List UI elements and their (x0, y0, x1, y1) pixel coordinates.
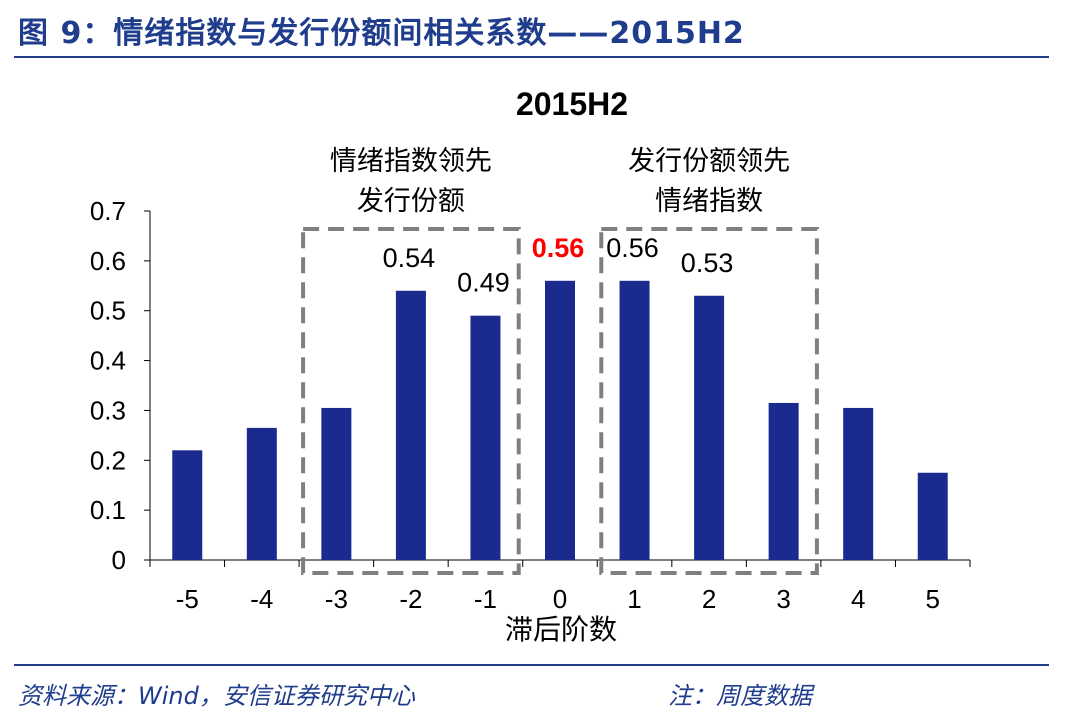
data-label: 0.56 (532, 233, 585, 263)
annotation-line: 情绪指数 (655, 186, 764, 217)
bar (694, 295, 725, 560)
data-label: 0.53 (681, 248, 734, 278)
x-tick-label: -3 (325, 584, 348, 614)
annotation-line: 情绪指数领先 (329, 146, 492, 177)
bar (470, 315, 501, 560)
data-label: 0.49 (457, 268, 510, 298)
x-tick-label: -2 (399, 584, 422, 614)
x-tick-label: -4 (250, 584, 273, 614)
annotation-box (599, 227, 819, 575)
annotation-sentiment-leads: 情绪指数领先 发行份额 (303, 142, 519, 222)
bar (545, 280, 575, 560)
x-tick-label: 3 (776, 584, 790, 614)
footer-rule (14, 664, 1049, 666)
x-tick-label: 4 (851, 584, 865, 614)
bar (172, 450, 203, 560)
x-tick-label: -5 (176, 584, 199, 614)
source-note: 资料来源：Wind，安信证券研究中心 (18, 682, 415, 710)
x-tick-label: 2 (702, 584, 716, 614)
bar (917, 472, 948, 560)
x-tick-label: 0 (553, 584, 567, 614)
y-tick-label: 0.1 (90, 495, 126, 525)
figure-title: 图 9：情绪指数与发行份额间相关系数——2015H2 (18, 16, 745, 51)
data-label: 0.54 (383, 243, 436, 273)
bar (321, 407, 352, 560)
data-frequency-note: 注：周度数据 (668, 682, 812, 710)
x-tick-label: 5 (925, 584, 939, 614)
y-tick-label: 0 (112, 545, 126, 575)
bar (619, 280, 650, 560)
x-tick-label: 1 (627, 584, 641, 614)
annotation-line: 发行份额领先 (628, 146, 791, 177)
y-tick-label: 0.3 (90, 395, 126, 425)
x-tick-label: -1 (474, 584, 497, 614)
bar (843, 407, 874, 560)
y-tick-label: 0.6 (90, 246, 126, 276)
chart-title: 2015H2 (516, 86, 628, 122)
annotation-issuance-leads: 发行份额领先 情绪指数 (601, 142, 817, 222)
annotation-line: 发行份额 (356, 186, 465, 217)
data-label: 0.56 (606, 233, 659, 263)
y-tick-label: 0.7 (90, 196, 126, 226)
y-tick-label: 0.5 (90, 296, 126, 326)
y-tick-label: 0.4 (90, 346, 126, 376)
bar (395, 290, 426, 560)
header-rule (14, 56, 1049, 58)
x-axis-title: 滞后阶数 (505, 613, 617, 646)
annotation-box (301, 227, 521, 575)
bar (246, 427, 277, 560)
y-tick-label: 0.2 (90, 445, 126, 475)
bar (768, 402, 799, 560)
